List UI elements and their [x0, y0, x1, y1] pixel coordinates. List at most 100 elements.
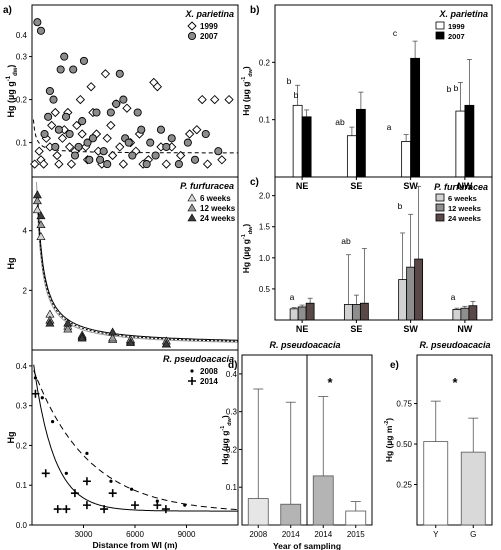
- y-tick-label: 0.5: [259, 285, 271, 294]
- panel-title: P. furfuracea: [180, 181, 234, 191]
- bar-2007: [464, 104, 475, 178]
- data-point-2007: [44, 112, 53, 121]
- significance-letter: b: [447, 84, 452, 94]
- data-point-1999: [39, 159, 49, 169]
- panel-title: R. pseudoacacia: [419, 340, 490, 350]
- panel-title: R. pseudoacacia: [269, 340, 340, 350]
- bar-12-weeks: [460, 307, 470, 321]
- plot-frame: [416, 354, 493, 526]
- data-point-24-weeks: [108, 327, 118, 336]
- legend-swatch: [435, 21, 445, 30]
- bar-6-weeks: [289, 308, 299, 321]
- data-point-2007: [92, 108, 101, 117]
- x-category-label: 2015: [347, 530, 365, 539]
- data-point-24-weeks: [77, 333, 87, 342]
- data-point-2007: [142, 160, 151, 169]
- legend-swatch: [435, 193, 445, 202]
- data-point-1999: [57, 133, 68, 143]
- x-axis-label: Distance from WI (m): [92, 540, 177, 550]
- fit-curve-12w: [37, 200, 238, 342]
- data-point-1999: [34, 146, 44, 156]
- data-point-2014: [108, 489, 117, 498]
- legend-marker: [188, 377, 196, 385]
- significance-letter: b: [294, 90, 299, 100]
- panel-label: d): [228, 360, 237, 371]
- y-tick-label: 1.0: [259, 254, 271, 263]
- legend-marker: [187, 31, 197, 41]
- data-point-2014: [153, 501, 162, 510]
- data-point-24-weeks: [32, 190, 42, 199]
- data-point-2007: [60, 52, 69, 61]
- x-category-label: SW: [403, 181, 418, 191]
- y-tick-label: 0.0: [16, 521, 28, 530]
- data-point-2007: [85, 155, 94, 164]
- bar-2007: [355, 108, 366, 178]
- significance-star: *: [452, 375, 458, 390]
- panel-e-r-pseudoacacia-leaves: 0.25 0.50 0.75 Y G * R. pseudoacacia e) Hg (µg m…: [384, 340, 493, 539]
- panel-title: X. parietina: [184, 9, 234, 19]
- x-category-label: SW: [403, 324, 418, 334]
- y-tick-label: 0.50: [396, 440, 412, 449]
- data-point-2008: [183, 503, 187, 507]
- bar-12-weeks: [406, 266, 416, 321]
- data-point-1999: [224, 94, 234, 105]
- data-point-1999: [210, 94, 220, 105]
- bar-24-weeks: [468, 305, 478, 321]
- y-tick-label: 0.4: [16, 31, 28, 40]
- data-point-2007: [61, 112, 71, 121]
- legend-marker: [190, 369, 194, 373]
- data-point-1999: [184, 129, 195, 139]
- data-point-1999: [152, 82, 163, 92]
- bar-1999: [455, 110, 466, 178]
- data-point-1999: [192, 125, 202, 135]
- significance-letter: ab: [335, 117, 345, 127]
- bar-6-weeks: [398, 279, 408, 321]
- legend-label: 12 weeks: [448, 204, 481, 213]
- bar-12-weeks: [351, 304, 361, 321]
- x-tick-label: 3000: [75, 530, 93, 539]
- x-category-label: NE: [296, 324, 309, 334]
- data-point-2014: [100, 505, 109, 514]
- bar: [312, 475, 334, 526]
- legend-marker: [187, 21, 197, 31]
- legend-label: 2007: [448, 32, 465, 41]
- y-tick-label: 0.4: [226, 370, 238, 379]
- data-point-2007: [174, 160, 183, 169]
- bar-1999: [346, 135, 357, 178]
- bar-6-weeks: [452, 309, 462, 321]
- x-category-label: Y: [433, 530, 439, 539]
- y-tick-label: 2: [23, 286, 28, 295]
- data-point-2007: [33, 18, 42, 27]
- y-axis-label: Hg: [6, 258, 16, 270]
- y-axis-label: Hg (µg g-1dw): [6, 65, 19, 118]
- y-tick-label: 0.4: [16, 362, 28, 371]
- bar-1999: [401, 141, 412, 178]
- x-category-label: NW: [457, 324, 472, 334]
- y-tick-label: 0.75: [396, 400, 412, 409]
- data-point-2008: [85, 451, 89, 456]
- y-tick-label: 0.1: [259, 116, 271, 125]
- panel-title: X. parietina: [438, 9, 488, 19]
- y-tick-label: 0.2: [16, 96, 28, 105]
- data-point-2007: [83, 138, 92, 147]
- x-category-label: G: [470, 530, 476, 539]
- data-point-2007: [79, 56, 88, 65]
- data-point-1999: [47, 120, 57, 131]
- legend-marker: [187, 213, 197, 222]
- data-point-2007: [54, 125, 63, 134]
- data-point-2014: [62, 505, 71, 514]
- bar-2007: [410, 57, 421, 178]
- panel-label: e): [390, 360, 399, 371]
- x-category-label: SE: [350, 324, 362, 334]
- significance-letter: b: [454, 83, 459, 93]
- data-point-1999: [118, 159, 128, 169]
- x-category-label: NE: [296, 181, 309, 191]
- data-point-2014: [53, 505, 62, 514]
- significance-letter: c: [393, 28, 398, 38]
- data-point-12-weeks: [108, 333, 118, 342]
- data-point-1999: [161, 159, 171, 169]
- data-point-2007: [137, 125, 146, 134]
- data-point-2008: [64, 471, 68, 475]
- legend-label: 24 weeks: [448, 214, 481, 223]
